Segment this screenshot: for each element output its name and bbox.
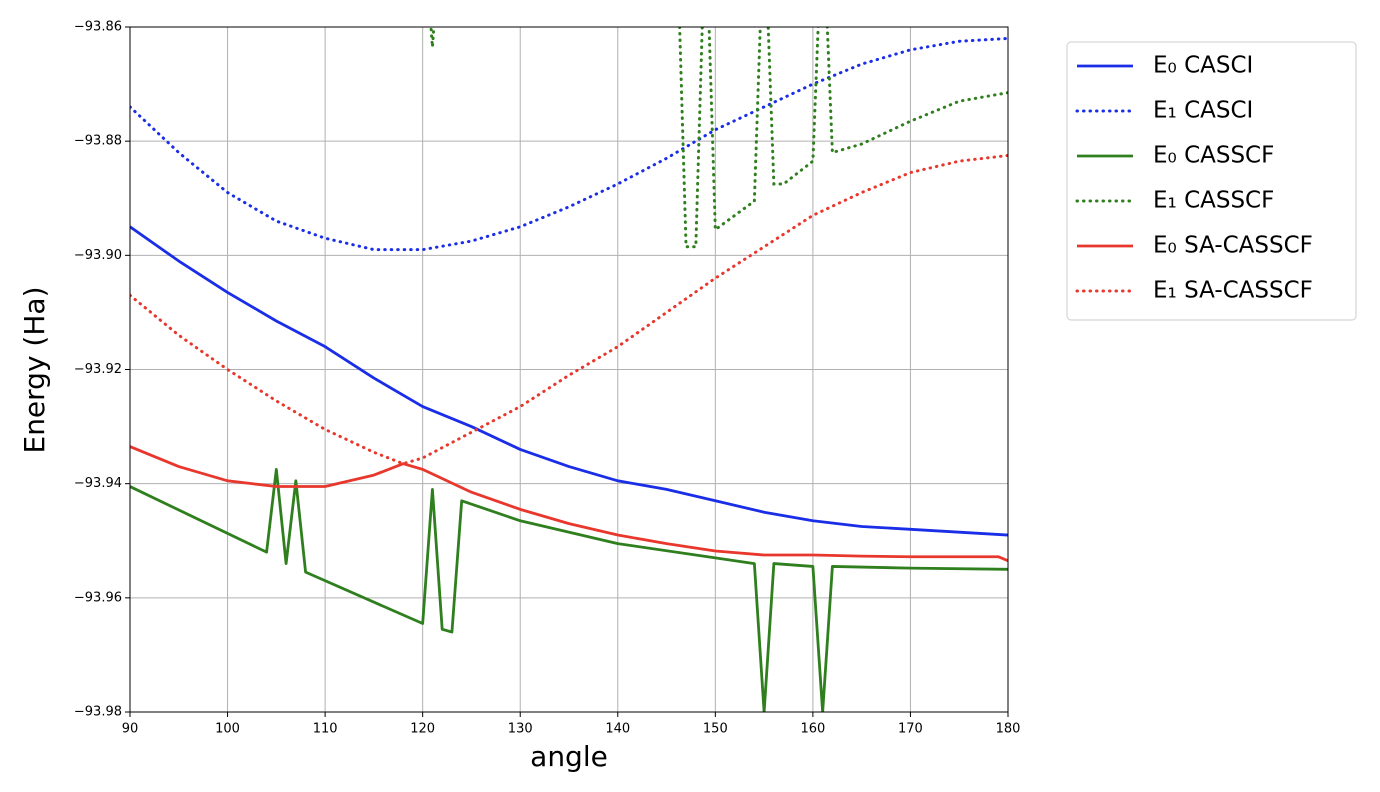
x-tick-label: 160: [800, 722, 825, 737]
series-line: [429, 27, 1008, 249]
legend-label: E₀ CASCI: [1153, 53, 1253, 79]
grid: [129, 26, 1009, 713]
y-tick-label: −93.96: [74, 590, 122, 605]
x-tick-label: 170: [898, 722, 923, 737]
legend-label: E₀ SA-CASSCF: [1153, 233, 1313, 259]
series-line: [130, 225, 1008, 537]
x-tick-label: 140: [605, 722, 630, 737]
legend-label: E₁ CASCI: [1153, 98, 1253, 124]
y-tick-label: −93.92: [74, 362, 122, 377]
x-axis-label: angle: [530, 740, 608, 773]
plot-lines: [130, 27, 1008, 712]
x-tick-label: 130: [508, 722, 533, 737]
series-line: [130, 153, 1008, 466]
x-tick-label: 120: [410, 722, 435, 737]
legend-box: [1066, 41, 1357, 321]
legend: E₀ CASCI E₁ CASCI E₀ CASSCF E₁ CASSCF E₀ SA-…: [1075, 53, 1313, 304]
y-tick-label: −93.94: [74, 476, 122, 491]
y-tick-label: −93.88: [74, 134, 122, 149]
y-tick-label: −93.98: [74, 705, 122, 720]
x-tick-label: 90: [122, 722, 139, 737]
y-tick-label: −93.90: [74, 248, 122, 263]
ticks: 90 100 110 120 130 140 150 160 170 180 −93.98 −93.9…: [74, 20, 1021, 737]
x-tick-label: 180: [996, 722, 1021, 737]
x-tick-label: 100: [215, 722, 240, 737]
y-axis-label: Energy (Ha): [18, 287, 51, 454]
series-line: [130, 36, 1008, 252]
x-tick-label: 150: [703, 722, 728, 737]
y-tick-label: −93.86: [74, 20, 122, 35]
legend-label: E₁ SA-CASSCF: [1153, 278, 1313, 304]
series-line: [130, 445, 1008, 563]
x-tick-label: 110: [313, 722, 338, 737]
legend-label: E₁ CASSCF: [1153, 188, 1274, 214]
legend-label: E₀ CASSCF: [1153, 143, 1274, 169]
series-line: [130, 468, 1008, 712]
